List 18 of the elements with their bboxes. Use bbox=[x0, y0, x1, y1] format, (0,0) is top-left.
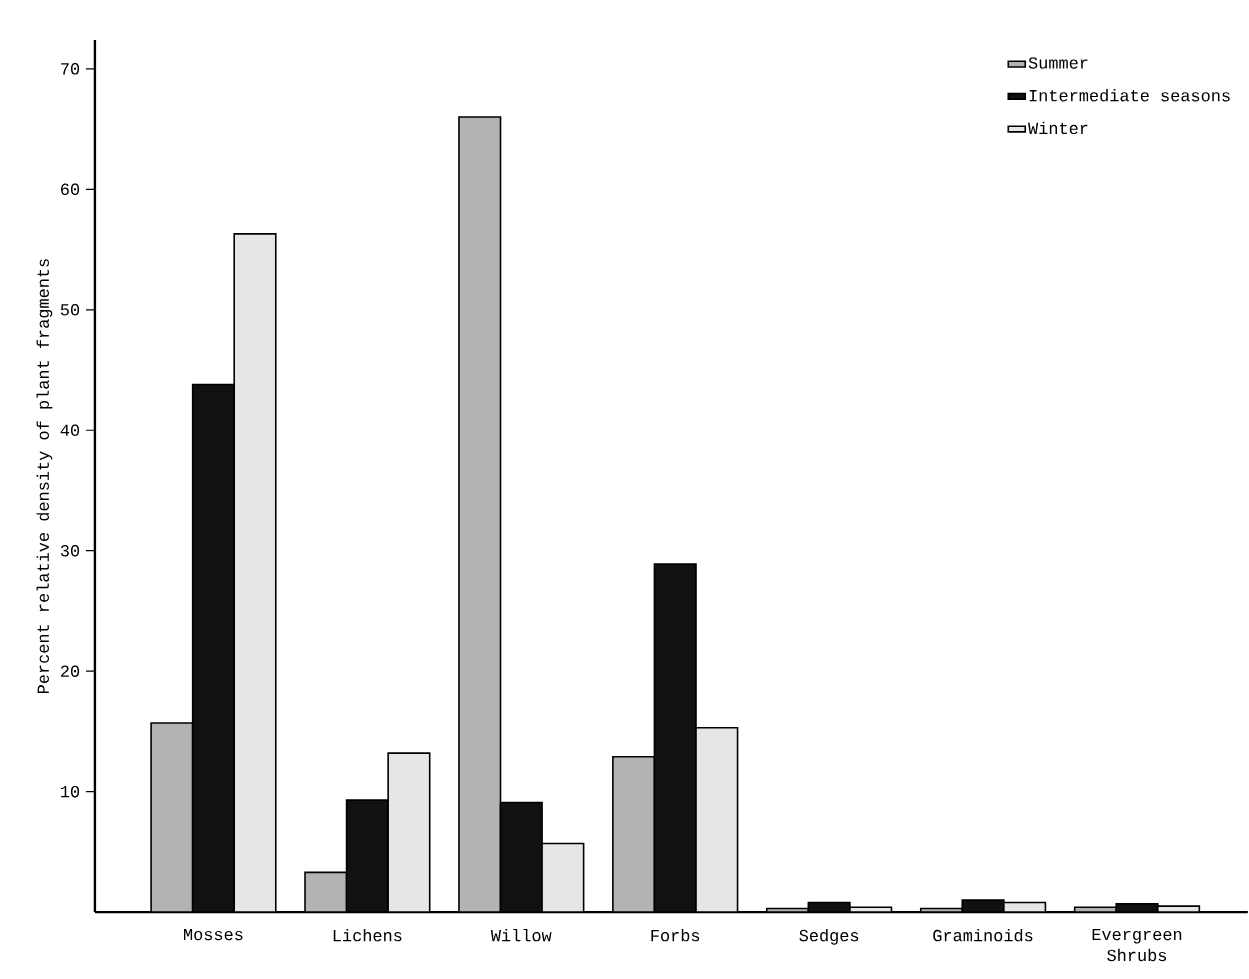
legend-label: Summer bbox=[1028, 57, 1088, 69]
y-tick-label: 30 bbox=[60, 544, 80, 557]
y-tick-label: 70 bbox=[61, 63, 80, 75]
y-tick-label: 40 bbox=[60, 424, 80, 436]
legend-label: Intermediate seasons bbox=[1029, 88, 1230, 102]
x-tick-label: Willow bbox=[490, 928, 552, 942]
y-axis-title: Percent relative density of plant fragments bbox=[36, 259, 53, 693]
y-tick-label: 50 bbox=[60, 304, 80, 316]
x-tick-label: Mosses bbox=[184, 928, 243, 941]
x-tick-label: Forbs bbox=[651, 928, 700, 942]
y-tick-label: 20 bbox=[60, 665, 80, 677]
y-tick-label: 60 bbox=[61, 183, 80, 196]
y-tick-label: 10 bbox=[61, 785, 80, 798]
x-tick-label: Lichens bbox=[333, 928, 402, 942]
legend-label: Winter bbox=[1028, 121, 1088, 135]
x-tick-label: Graminoids bbox=[933, 928, 1033, 942]
x-tick-label: Sedges bbox=[799, 928, 859, 945]
x-tick-label: Evergreen Shrubs bbox=[1092, 928, 1182, 962]
